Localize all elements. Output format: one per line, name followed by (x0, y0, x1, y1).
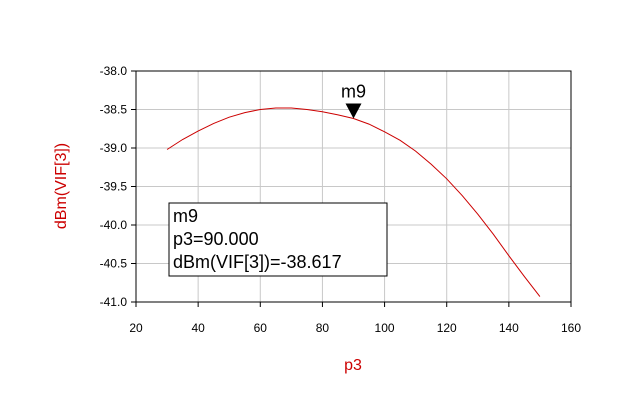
x-tick-label: 20 (129, 321, 143, 335)
marker-triangle-icon[interactable] (345, 103, 362, 119)
readout-line-name: m9 (173, 206, 198, 226)
readout-line-x: p3=90.000 (173, 229, 259, 249)
y-tick-label: -39.0 (100, 141, 128, 155)
y-tick-label: -39.5 (100, 180, 128, 194)
x-tick-label: 140 (499, 321, 519, 335)
readout-line-y: dBm(VIF[3])=-38.617 (173, 252, 342, 272)
y-axis-title: dBm(VIF[3]) (53, 143, 70, 229)
x-tick-label: 40 (191, 321, 205, 335)
marker-label: m9 (341, 82, 366, 102)
x-tick-label: 120 (437, 321, 457, 335)
y-tick-label: -38.0 (100, 64, 128, 78)
y-tick-labels: -38.0 -38.5 -39.0 -39.5 -40.0 -40.5 -41.0 (100, 64, 128, 309)
x-tick-label: 160 (561, 321, 581, 335)
x-axis-title: p3 (344, 357, 362, 374)
x-tick-labels: 20 40 60 80 100 120 140 160 (129, 321, 581, 335)
marker-readout-box: m9 p3=90.000 dBm(VIF[3])=-38.617 (168, 202, 388, 277)
y-tick-label: -38.5 (100, 103, 128, 117)
x-tick-label: 100 (375, 321, 395, 335)
x-tick-label: 60 (254, 321, 268, 335)
y-tick-label: -40.0 (100, 218, 128, 232)
y-tick-label: -40.5 (100, 257, 128, 271)
x-tick-label: 80 (316, 321, 330, 335)
y-tick-label: -41.0 (100, 295, 128, 309)
plot-frame (135, 70, 572, 303)
